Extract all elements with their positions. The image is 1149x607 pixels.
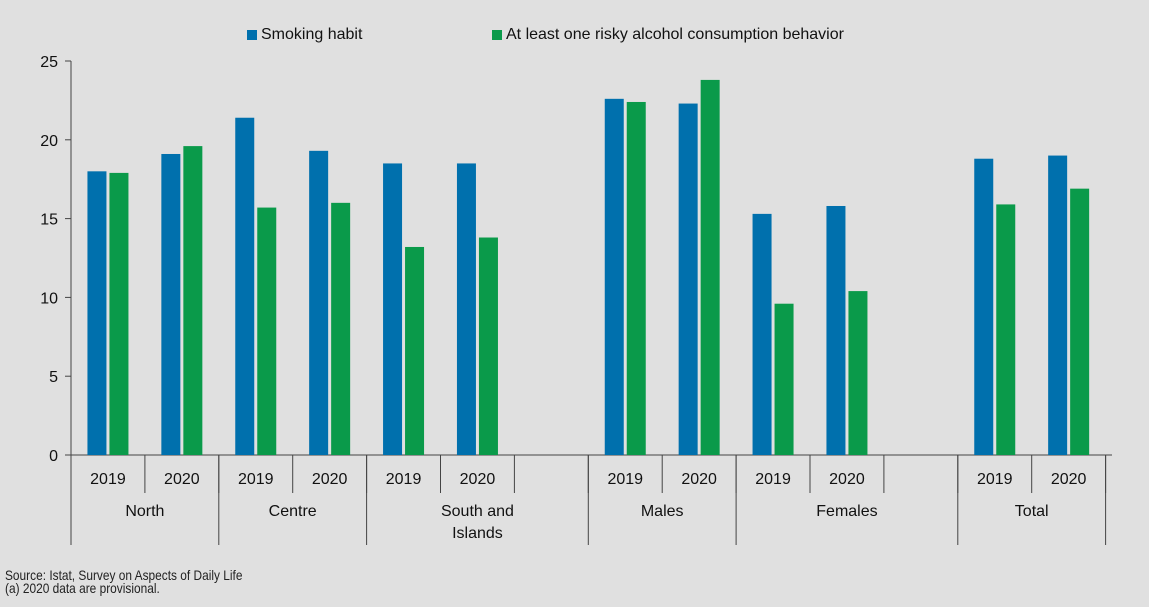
legend-swatch-alcohol: [492, 30, 502, 40]
bar-alcohol: [478, 237, 498, 455]
bar-smoking: [161, 153, 181, 455]
x-year-label: 2020: [681, 471, 717, 488]
legend-label-smoking: Smoking habit: [261, 26, 363, 43]
bar-smoking: [235, 117, 255, 456]
x-group-label: Centre: [269, 503, 317, 520]
x-year-label: 2020: [1051, 471, 1087, 488]
bar-alcohol: [405, 246, 425, 455]
y-tick-label: 10: [40, 290, 58, 307]
x-year-label: 2020: [312, 471, 348, 488]
bar-smoking: [604, 98, 624, 455]
bar-alcohol: [774, 303, 794, 455]
bar-alcohol: [109, 172, 129, 455]
bar-smoking: [974, 158, 994, 455]
x-group-label: Males: [641, 503, 684, 520]
bar-smoking: [752, 213, 772, 455]
bar-alcohol: [183, 146, 203, 455]
legend-item-smoking: Smoking habit: [247, 26, 362, 44]
bar-smoking: [456, 163, 476, 455]
bar-smoking: [87, 171, 107, 455]
bar-alcohol: [848, 291, 868, 455]
y-tick-label: 15: [40, 212, 58, 229]
bar-alcohol: [996, 204, 1016, 455]
x-group-label: North: [125, 503, 164, 520]
x-group-label: South and: [441, 503, 514, 520]
legend-item-alcohol: At least one risky alcohol consumption b…: [492, 26, 844, 44]
y-tick-label: 0: [49, 448, 58, 465]
bar-smoking: [1048, 155, 1068, 455]
legend-label-alcohol: At least one risky alcohol consumption b…: [506, 26, 844, 43]
x-year-label: 2020: [829, 471, 865, 488]
provisional-note: (a) 2020 data are provisional.: [5, 580, 160, 596]
bar-smoking: [678, 103, 698, 455]
x-group-label: Islands: [452, 525, 503, 542]
bar-alcohol: [626, 101, 646, 455]
x-year-label: 2019: [755, 471, 791, 488]
x-year-label: 2019: [386, 471, 422, 488]
x-year-label: 2020: [460, 471, 496, 488]
x-year-label: 2019: [607, 471, 643, 488]
bar-smoking: [826, 205, 846, 455]
x-year-label: 2019: [977, 471, 1013, 488]
bar-smoking: [309, 150, 329, 455]
x-year-label: 2019: [238, 471, 274, 488]
bar-alcohol: [257, 207, 277, 455]
x-group-label: Females: [816, 503, 877, 520]
y-tick-label: 20: [40, 133, 58, 150]
x-group-label: Total: [1015, 503, 1049, 520]
bar-alcohol: [1070, 188, 1090, 455]
y-tick-label: 5: [49, 369, 58, 386]
x-year-label: 2020: [164, 471, 200, 488]
chart-legend: Smoking habit At least one risky alcohol…: [0, 26, 1149, 46]
bar-alcohol: [331, 202, 351, 455]
x-year-label: 2019: [90, 471, 126, 488]
source-note: Source: Istat, Survey on Aspects of Dail…: [5, 567, 243, 583]
y-tick-label: 25: [40, 54, 58, 71]
bar-smoking: [383, 163, 403, 455]
legend-swatch-smoking: [247, 30, 257, 40]
bar-alcohol: [700, 79, 720, 456]
